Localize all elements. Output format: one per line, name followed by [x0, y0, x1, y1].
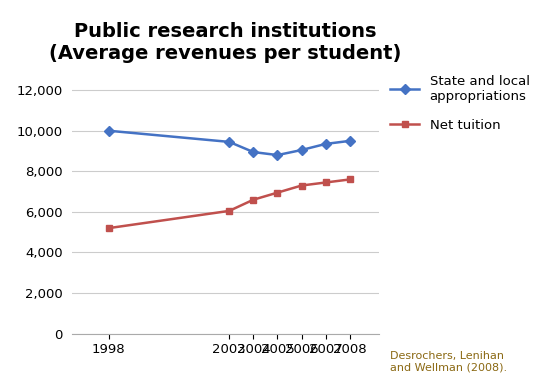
State and local
appropriations [298, 148, 305, 152]
Line: Net tuition: Net tuition [105, 176, 353, 232]
Net tuition [323, 180, 329, 185]
State and local
appropriations [323, 142, 329, 146]
Net tuition [298, 183, 305, 188]
Net tuition [226, 209, 232, 213]
State and local
appropriations [105, 128, 112, 133]
Net tuition [105, 226, 112, 230]
State and local
appropriations [274, 153, 281, 158]
State and local
appropriations [250, 150, 257, 154]
Legend: State and local
appropriations, Net tuition: State and local appropriations, Net tuit… [385, 70, 535, 137]
Line: State and local
appropriations: State and local appropriations [105, 127, 353, 159]
Title: Public research institutions
(Average revenues per student): Public research institutions (Average re… [50, 22, 402, 63]
State and local
appropriations [226, 140, 232, 144]
Net tuition [346, 177, 353, 182]
State and local
appropriations [346, 139, 353, 143]
Net tuition [250, 197, 257, 202]
Net tuition [274, 190, 281, 195]
Text: Desrochers, Lenihan
and Wellman (2008).: Desrochers, Lenihan and Wellman (2008). [390, 351, 507, 372]
